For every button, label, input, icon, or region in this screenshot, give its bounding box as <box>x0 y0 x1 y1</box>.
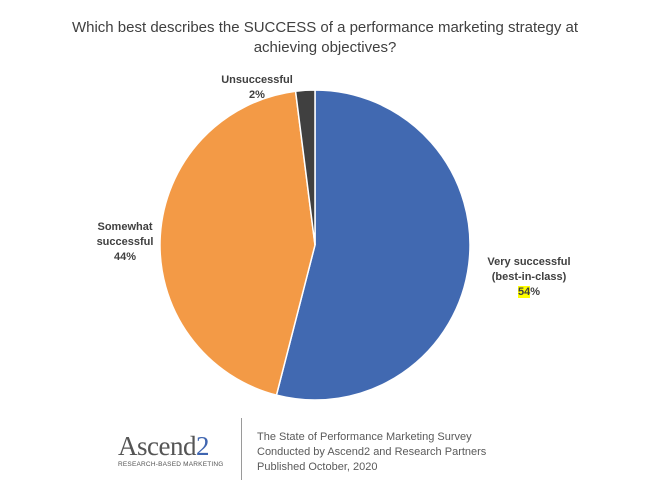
footer-line-survey: The State of Performance Marketing Surve… <box>257 431 472 443</box>
footer-divider <box>241 418 242 480</box>
label-unsuccessful-value: 2% <box>249 89 265 101</box>
highlighted-value: 54 <box>517 286 531 298</box>
pie-slice-very-successful-best-in-class <box>275 89 471 401</box>
pie-slice-somewhat-successful <box>159 90 316 397</box>
label-somewhat-successful: Somewhat successful 44% <box>80 220 170 265</box>
label-somewhat-value: 44% <box>113 251 137 263</box>
ascend2-logo: Ascend2 RESEARCH-BASED MARKETING <box>118 432 234 468</box>
label-very-value-suffix: % <box>530 286 541 298</box>
label-unsuccessful-name: Unsuccessful <box>221 74 293 86</box>
footer-source: The State of Performance Marketing Surve… <box>257 430 486 475</box>
chart-title: Which best describes the SUCCESS of a pe… <box>71 19 579 56</box>
logo-tagline: RESEARCH-BASED MARKETING <box>118 461 224 468</box>
logo-main-text: Ascend <box>118 431 196 461</box>
label-unsuccessful: Unsuccessful 2% <box>212 73 302 103</box>
label-somewhat-line2: successful <box>96 236 154 248</box>
logo-wordmark: Ascend2 <box>118 432 234 460</box>
label-very-line1: Very successful <box>487 256 571 268</box>
footer-line-conducted: Conducted by Ascend2 and Research Partne… <box>257 446 487 458</box>
label-very-value: 54% <box>474 285 584 300</box>
label-very-successful: Very successful (best-in-class) 54% <box>474 255 584 300</box>
pie-slice-unsuccessful <box>294 89 316 246</box>
label-somewhat-line1: Somewhat <box>97 221 153 233</box>
label-very-line2: (best-in-class) <box>491 271 567 283</box>
logo-accent-text: 2 <box>195 431 210 461</box>
footer-line-published: Published October, 2020 <box>257 461 378 473</box>
